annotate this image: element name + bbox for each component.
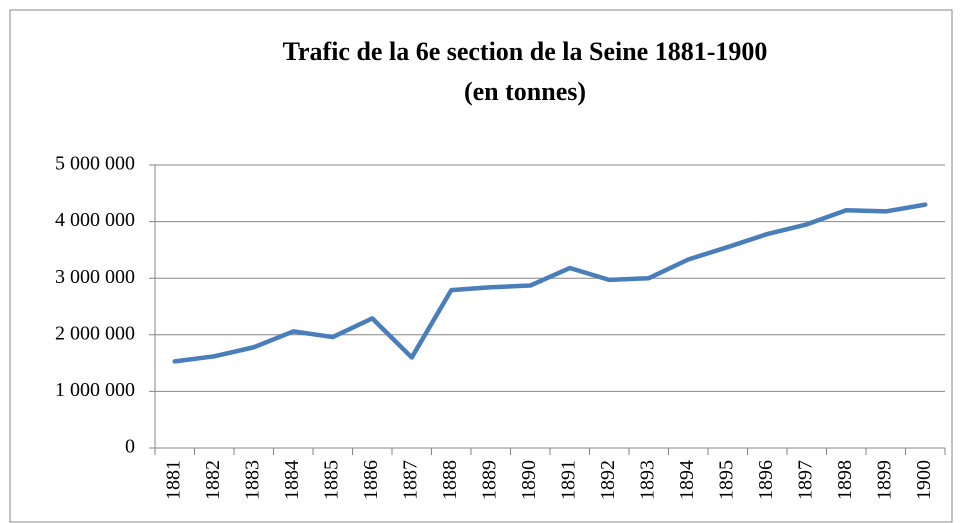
x-tick-label: 1894 bbox=[676, 460, 698, 500]
x-tick-label: 1891 bbox=[557, 460, 579, 500]
chart-title: Trafic de la 6e section de la Seine 1881… bbox=[283, 37, 768, 66]
y-tick-label: 5 000 000 bbox=[55, 153, 135, 175]
y-tick-label: 2 000 000 bbox=[55, 322, 135, 344]
y-tick-label: 0 bbox=[125, 436, 135, 458]
x-tick-label: 1886 bbox=[360, 460, 382, 500]
x-tick-label: 1899 bbox=[873, 460, 895, 500]
y-tick-label: 4 000 000 bbox=[55, 209, 135, 231]
x-tick-label: 1881 bbox=[162, 460, 184, 500]
x-tick-label: 1885 bbox=[320, 460, 342, 500]
chart-subtitle: (en tonnes) bbox=[464, 77, 586, 106]
chart-border bbox=[9, 9, 953, 523]
x-tick-label: 1897 bbox=[794, 460, 816, 500]
x-tick-label: 1887 bbox=[399, 460, 421, 500]
x-tick-label: 1892 bbox=[597, 460, 619, 500]
x-tick-label: 1895 bbox=[715, 460, 737, 500]
x-tick-label: 1888 bbox=[439, 460, 461, 500]
x-tick-label: 1896 bbox=[755, 460, 777, 500]
y-tick-label: 3 000 000 bbox=[55, 266, 135, 288]
x-tick-label: 1889 bbox=[478, 460, 500, 500]
x-tick-label: 1882 bbox=[202, 460, 224, 500]
x-tick-label: 1900 bbox=[913, 460, 935, 500]
line-series bbox=[172, 202, 928, 364]
x-tick-label: 1884 bbox=[281, 460, 303, 500]
x-tick-label: 1883 bbox=[241, 460, 263, 500]
x-tick-label: 1898 bbox=[834, 460, 856, 500]
y-tick-label: 1 000 000 bbox=[55, 379, 135, 401]
x-tick-label: 1893 bbox=[636, 460, 658, 500]
x-tick-label: 1890 bbox=[518, 460, 540, 500]
